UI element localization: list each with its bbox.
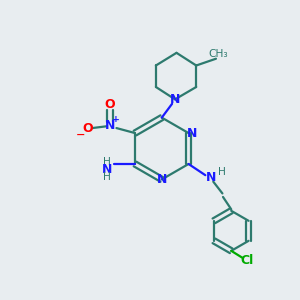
Text: CH₃: CH₃ bbox=[208, 49, 228, 59]
Text: N: N bbox=[206, 171, 217, 184]
Text: Cl: Cl bbox=[241, 254, 254, 267]
Text: H: H bbox=[103, 172, 111, 182]
Text: N: N bbox=[170, 93, 180, 106]
Text: O: O bbox=[83, 122, 94, 135]
Text: +: + bbox=[112, 115, 120, 124]
Text: O: O bbox=[105, 98, 115, 111]
Text: N: N bbox=[105, 119, 115, 132]
Text: N: N bbox=[102, 164, 112, 176]
Text: −: − bbox=[76, 130, 86, 140]
Text: H: H bbox=[103, 157, 111, 166]
Text: N: N bbox=[187, 127, 197, 140]
Text: N: N bbox=[157, 173, 167, 186]
Text: H: H bbox=[218, 167, 226, 177]
